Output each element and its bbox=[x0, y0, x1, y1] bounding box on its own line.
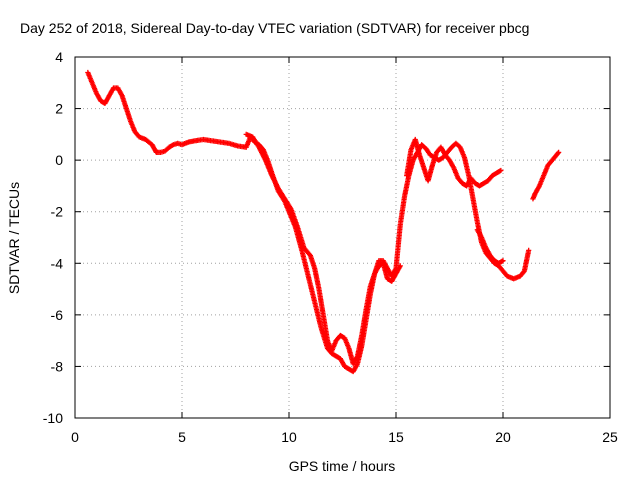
x-tick-label: 15 bbox=[388, 429, 404, 445]
series-pbcg-trace-4 bbox=[474, 227, 506, 266]
x-tick-label: 5 bbox=[178, 429, 186, 445]
x-axis-label: GPS time / hours bbox=[289, 458, 396, 474]
x-tick-label: 0 bbox=[71, 429, 79, 445]
data-point bbox=[556, 149, 562, 156]
series-pbcg-trace-2 bbox=[243, 131, 403, 367]
y-tick-label: 4 bbox=[55, 49, 63, 65]
series-pbcg bbox=[85, 69, 532, 375]
x-tick-label: 25 bbox=[602, 429, 618, 445]
y-axis-label: SDTVAR / TECUs bbox=[6, 182, 22, 294]
data-point bbox=[397, 263, 403, 269]
chart-title: Day 252 of 2018, Sidereal Day-to-day VTE… bbox=[20, 20, 529, 36]
x-tick-label: 10 bbox=[281, 429, 297, 445]
data-series bbox=[85, 69, 562, 375]
x-axis-tick-labels: 0 5 10 15 20 25 bbox=[71, 429, 618, 445]
data-point bbox=[526, 247, 532, 253]
plot-frame bbox=[74, 56, 611, 419]
y-tick-label: -2 bbox=[51, 204, 64, 220]
y-tick-label: 0 bbox=[55, 152, 63, 168]
y-tick-label: 2 bbox=[55, 101, 63, 117]
data-point bbox=[500, 258, 506, 264]
series-pbcg-trace-3 bbox=[404, 136, 504, 189]
data-point bbox=[498, 167, 504, 174]
x-tick-label: 20 bbox=[495, 429, 511, 445]
grid bbox=[75, 57, 610, 418]
series-pbcg-trace-5 bbox=[530, 149, 562, 202]
y-tick-label: -4 bbox=[51, 255, 64, 271]
axis-ticks bbox=[74, 56, 611, 419]
data-point bbox=[555, 150, 561, 156]
y-tick-label: -8 bbox=[51, 358, 64, 374]
y-tick-label: -10 bbox=[43, 410, 63, 426]
y-tick-label: -6 bbox=[51, 307, 64, 323]
y-axis-tick-labels: -10 -8 -6 -4 -2 0 2 4 bbox=[43, 49, 63, 426]
